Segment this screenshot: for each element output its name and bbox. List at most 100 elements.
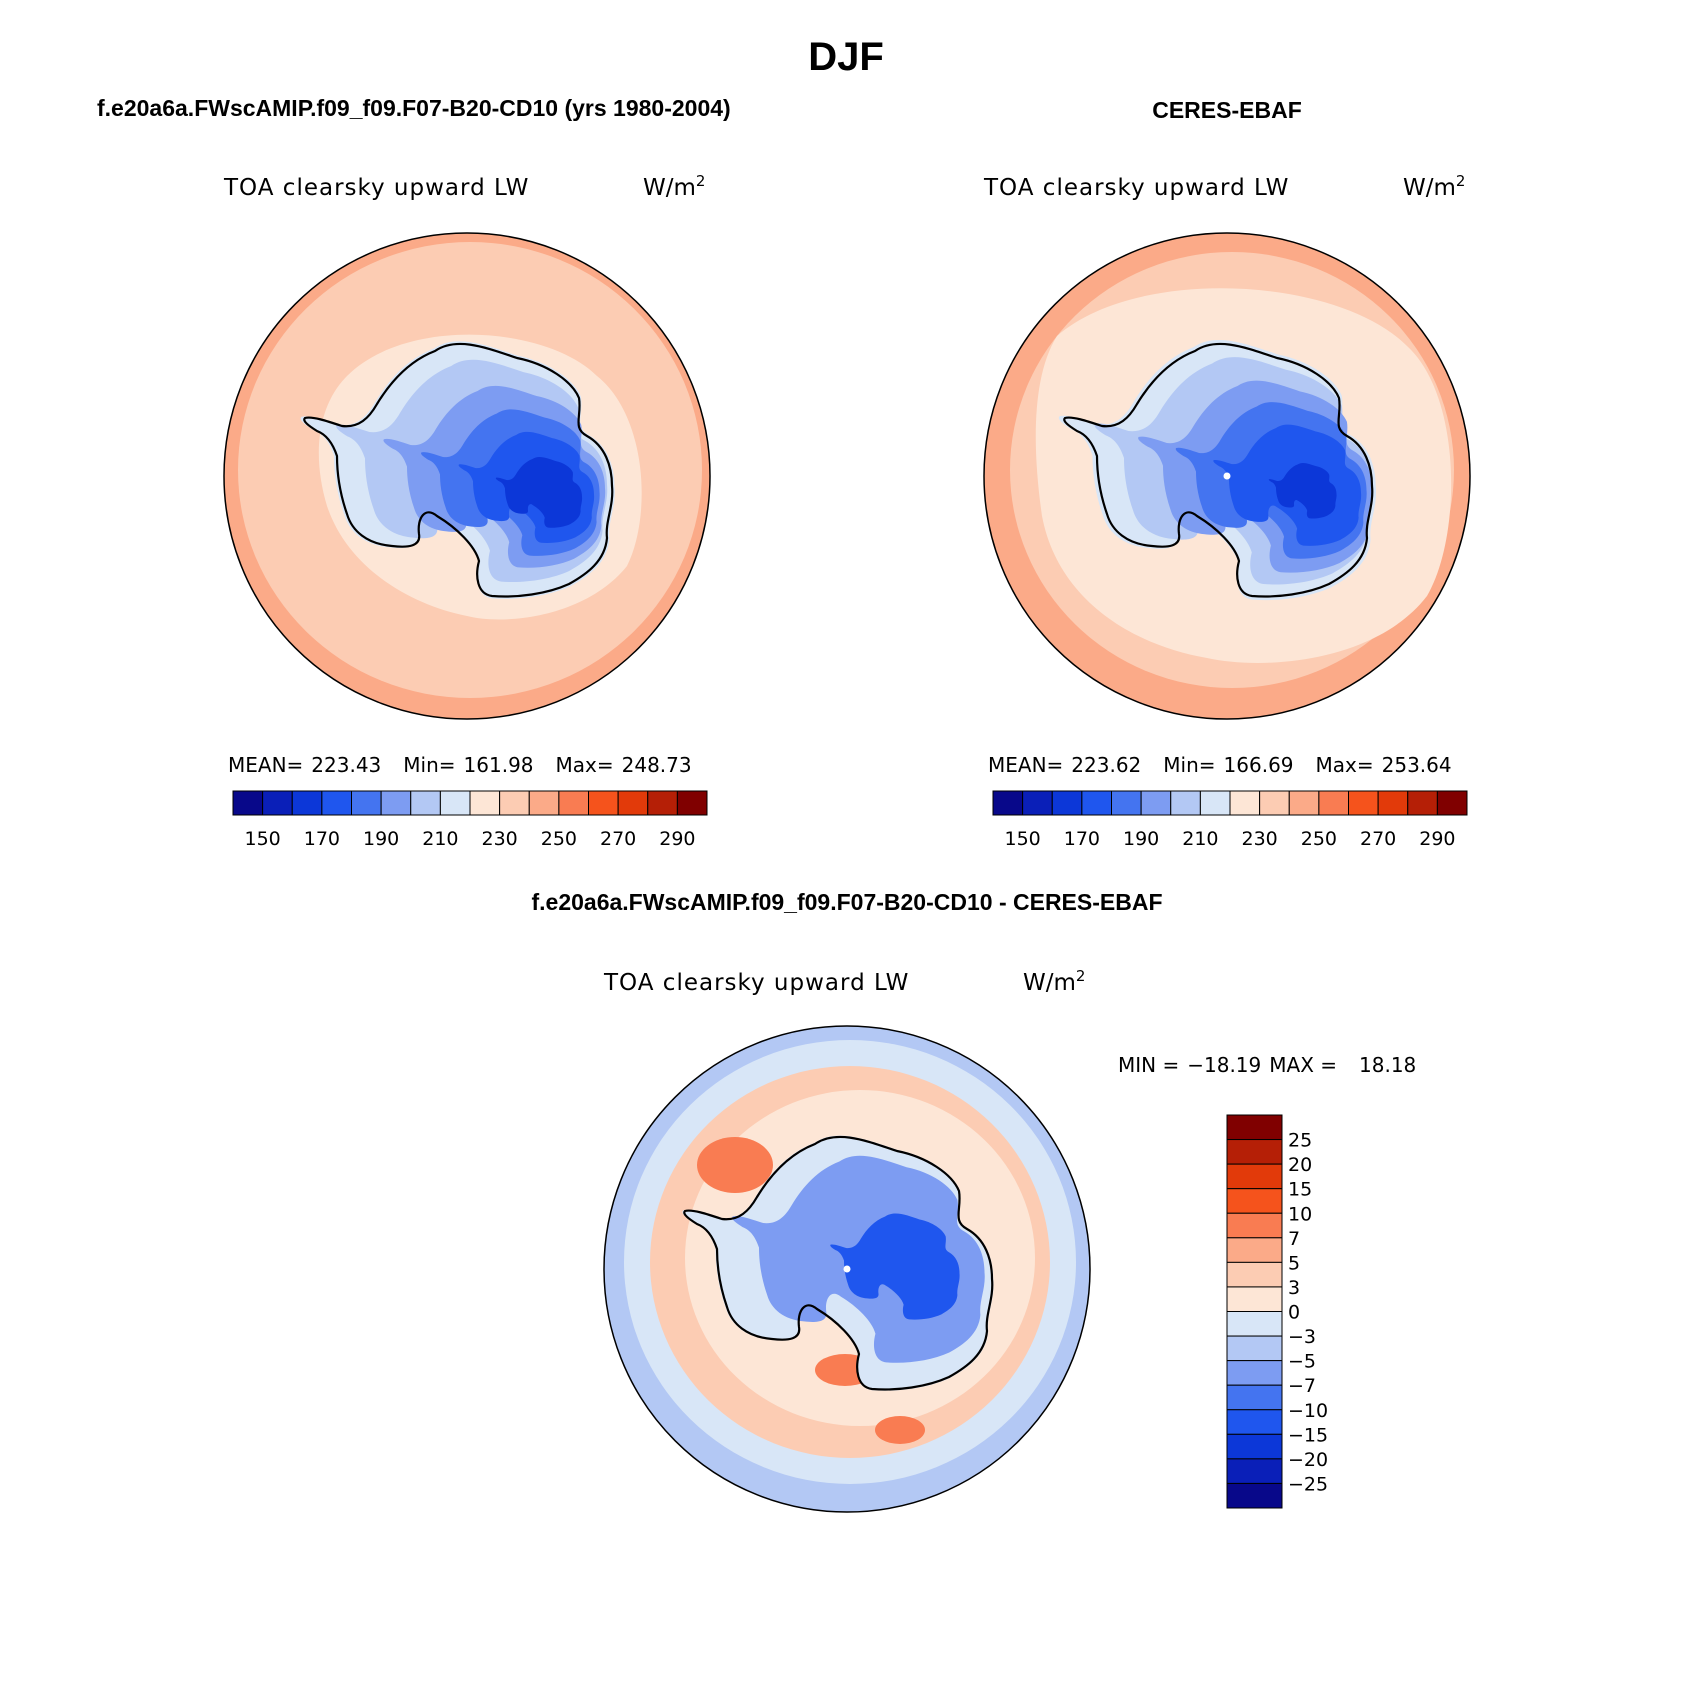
colorbar-diff-tick-label: −25 <box>1288 1473 1328 1495</box>
colorbar-model-swatch <box>439 790 471 816</box>
panel-obs-stats: MEAN= 223.62 Min= 166.69 Max= 253.64 <box>988 753 1452 777</box>
panel-diff-variable: TOA clearsky upward LW <box>603 970 909 996</box>
colorbar-model-tick-label: 230 <box>481 828 517 850</box>
colorbar-diff-tick-label: −7 <box>1288 1375 1316 1397</box>
colorbar-obs-tick-label: 250 <box>1301 828 1337 850</box>
colorbar-obs-swatch <box>1170 790 1201 816</box>
colorbar-diff-swatch <box>1226 1458 1283 1484</box>
colorbar-model-swatch <box>232 790 264 816</box>
colorbar-obs-swatch <box>1348 790 1379 816</box>
panel-model: f.e20a6a.FWscAMIP.f09_f09.F07-B20-CD10 (… <box>97 95 731 850</box>
colorbar-model-swatch <box>410 790 441 816</box>
colorbar-obs-swatch <box>1229 790 1261 816</box>
panel-diff-heading: f.e20a6a.FWscAMIP.f09_f09.F07-B20-CD10 -… <box>531 889 1162 915</box>
colorbar-diff-tick-label: −20 <box>1288 1449 1328 1471</box>
colorbar-diff-swatch <box>1226 1286 1283 1312</box>
colorbar-obs-tick-label: 210 <box>1182 828 1218 850</box>
colorbar-model-tick-label: 210 <box>422 828 458 850</box>
colorbar-obs-swatch <box>1407 790 1438 816</box>
colorbar-model-tick-label: 190 <box>363 828 399 850</box>
colorbar-obs-swatch <box>1051 790 1083 816</box>
colorbar-model-swatch <box>291 790 323 816</box>
colorbar-model-swatch <box>676 790 708 816</box>
colorbar-obs-swatch <box>992 790 1024 816</box>
colorbar-model-swatch <box>262 790 293 816</box>
colorbar-obs-tick-label: 170 <box>1064 828 1100 850</box>
colorbar-diff-tick-label: 5 <box>1288 1252 1300 1274</box>
colorbar-obs-swatch <box>1022 790 1053 816</box>
colorbar-diff-tick-label: 10 <box>1288 1203 1312 1225</box>
colorbar-diff-tick-label: 0 <box>1288 1302 1300 1324</box>
colorbar-diff-swatch <box>1226 1261 1283 1288</box>
colorbar-obs-tick-label: 290 <box>1419 828 1455 850</box>
panel-model-colorbar: 150 170 190 210 230 250 270 290 <box>232 790 708 850</box>
panel-diff-map <box>604 1026 1090 1512</box>
colorbar-diff-tick-label: −5 <box>1288 1351 1316 1373</box>
colorbar-obs-swatch <box>1436 790 1468 816</box>
colorbar-diff-swatch <box>1226 1360 1283 1386</box>
panel-model-variable: TOA clearsky upward LW <box>223 175 529 201</box>
panel-model-units: W/m2 <box>643 172 705 201</box>
colorbar-model-swatch <box>588 790 619 816</box>
colorbar-diff-swatch <box>1226 1409 1283 1435</box>
colorbar-model-swatch <box>321 790 352 816</box>
colorbar-model-tick-label: 250 <box>541 828 577 850</box>
colorbar-model-tick-label: 290 <box>659 828 695 850</box>
colorbar-model-swatch <box>647 790 678 816</box>
colorbar-diff-tick-label: −15 <box>1288 1424 1328 1446</box>
panel-diff-minmax: MIN = −18.19 MAX = 18.18 <box>1118 1053 1416 1077</box>
colorbar-obs-swatch <box>1377 790 1409 816</box>
colorbar-diff-tick-label: 20 <box>1288 1154 1312 1176</box>
colorbar-model-swatch <box>558 790 589 816</box>
colorbar-diff-swatch <box>1226 1163 1283 1190</box>
colorbar-obs-swatch <box>1111 790 1142 816</box>
panel-model-map <box>224 233 710 719</box>
colorbar-diff-tick-label: 15 <box>1288 1179 1312 1201</box>
colorbar-obs-tick-label: 150 <box>1004 828 1040 850</box>
colorbar-diff-swatch <box>1226 1212 1283 1239</box>
colorbar-obs-swatch <box>1318 790 1349 816</box>
colorbar-obs-swatch <box>1140 790 1172 816</box>
colorbar-model-tick-label: 150 <box>244 828 280 850</box>
panel-obs: CERES-EBAF TOA clearsky upward LW W/m2 M… <box>983 97 1471 850</box>
colorbar-obs-tick-label: 230 <box>1241 828 1277 850</box>
panel-obs-colorbar: 150 170 190 210 230 250 270 290 <box>992 790 1468 850</box>
colorbar-diff-tick-label: −3 <box>1288 1326 1316 1348</box>
panel-diff-units: W/m2 <box>1023 967 1085 996</box>
colorbar-model-tick-label: 170 <box>304 828 340 850</box>
colorbar-diff-tick-label: 3 <box>1288 1277 1300 1299</box>
colorbar-diff-swatch <box>1226 1335 1283 1362</box>
figure-title: DJF <box>808 35 884 79</box>
colorbar-model-swatch <box>617 790 649 816</box>
colorbar-model-swatch <box>469 790 501 816</box>
colorbar-diff-swatch <box>1226 1139 1283 1165</box>
panel-model-stats: MEAN= 223.43 Min= 161.98 Max= 248.73 <box>228 753 692 777</box>
colorbar-diff-swatch <box>1226 1188 1283 1214</box>
panel-obs-map <box>984 233 1470 719</box>
colorbar-diff-swatch <box>1226 1311 1283 1337</box>
colorbar-diff-swatch <box>1226 1237 1283 1263</box>
panel-obs-variable: TOA clearsky upward LW <box>983 175 1289 201</box>
colorbar-diff-tick-label: 25 <box>1288 1130 1312 1152</box>
colorbar-diff-swatch <box>1226 1482 1283 1509</box>
colorbar-diff-swatch <box>1226 1433 1283 1460</box>
panel-obs-units: W/m2 <box>1403 172 1465 201</box>
colorbar-obs-swatch <box>1259 790 1290 816</box>
colorbar-obs-swatch <box>1199 790 1231 816</box>
colorbar-diff-tick-label: 7 <box>1288 1228 1300 1250</box>
colorbar-model-swatch <box>380 790 412 816</box>
panel-obs-heading: CERES-EBAF <box>1152 97 1302 123</box>
panel-diff: f.e20a6a.FWscAMIP.f09_f09.F07-B20-CD10 -… <box>531 889 1416 1513</box>
colorbar-obs-tick-label: 270 <box>1360 828 1396 850</box>
colorbar-diff-tick-label: −10 <box>1288 1400 1328 1422</box>
colorbar-diff-swatch <box>1226 1384 1283 1411</box>
colorbar-model-tick-label: 270 <box>600 828 636 850</box>
colorbar-model-swatch <box>528 790 560 816</box>
colorbar-obs-tick-label: 190 <box>1123 828 1159 850</box>
colorbar-obs-swatch <box>1288 790 1320 816</box>
colorbar-diff-swatch <box>1226 1114 1283 1141</box>
panel-model-heading: f.e20a6a.FWscAMIP.f09_f09.F07-B20-CD10 (… <box>97 95 731 121</box>
